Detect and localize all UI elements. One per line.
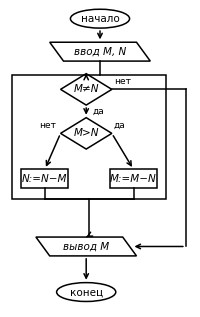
Bar <box>21 170 68 188</box>
Text: конец: конец <box>70 287 103 297</box>
Text: M>N: M>N <box>73 128 99 138</box>
Bar <box>110 170 157 188</box>
Text: нет: нет <box>114 77 131 86</box>
Bar <box>12 75 166 199</box>
Text: M≠N: M≠N <box>73 84 99 94</box>
Text: M:=M−N: M:=M−N <box>110 174 157 184</box>
Text: N:=N−M: N:=N−M <box>22 174 68 184</box>
Text: ввод M, N: ввод M, N <box>74 47 126 57</box>
Text: да: да <box>114 121 126 130</box>
Text: нет: нет <box>40 121 57 130</box>
Text: да: да <box>92 107 104 116</box>
Text: начало: начало <box>81 14 119 24</box>
Text: вывод M: вывод M <box>63 242 109 251</box>
